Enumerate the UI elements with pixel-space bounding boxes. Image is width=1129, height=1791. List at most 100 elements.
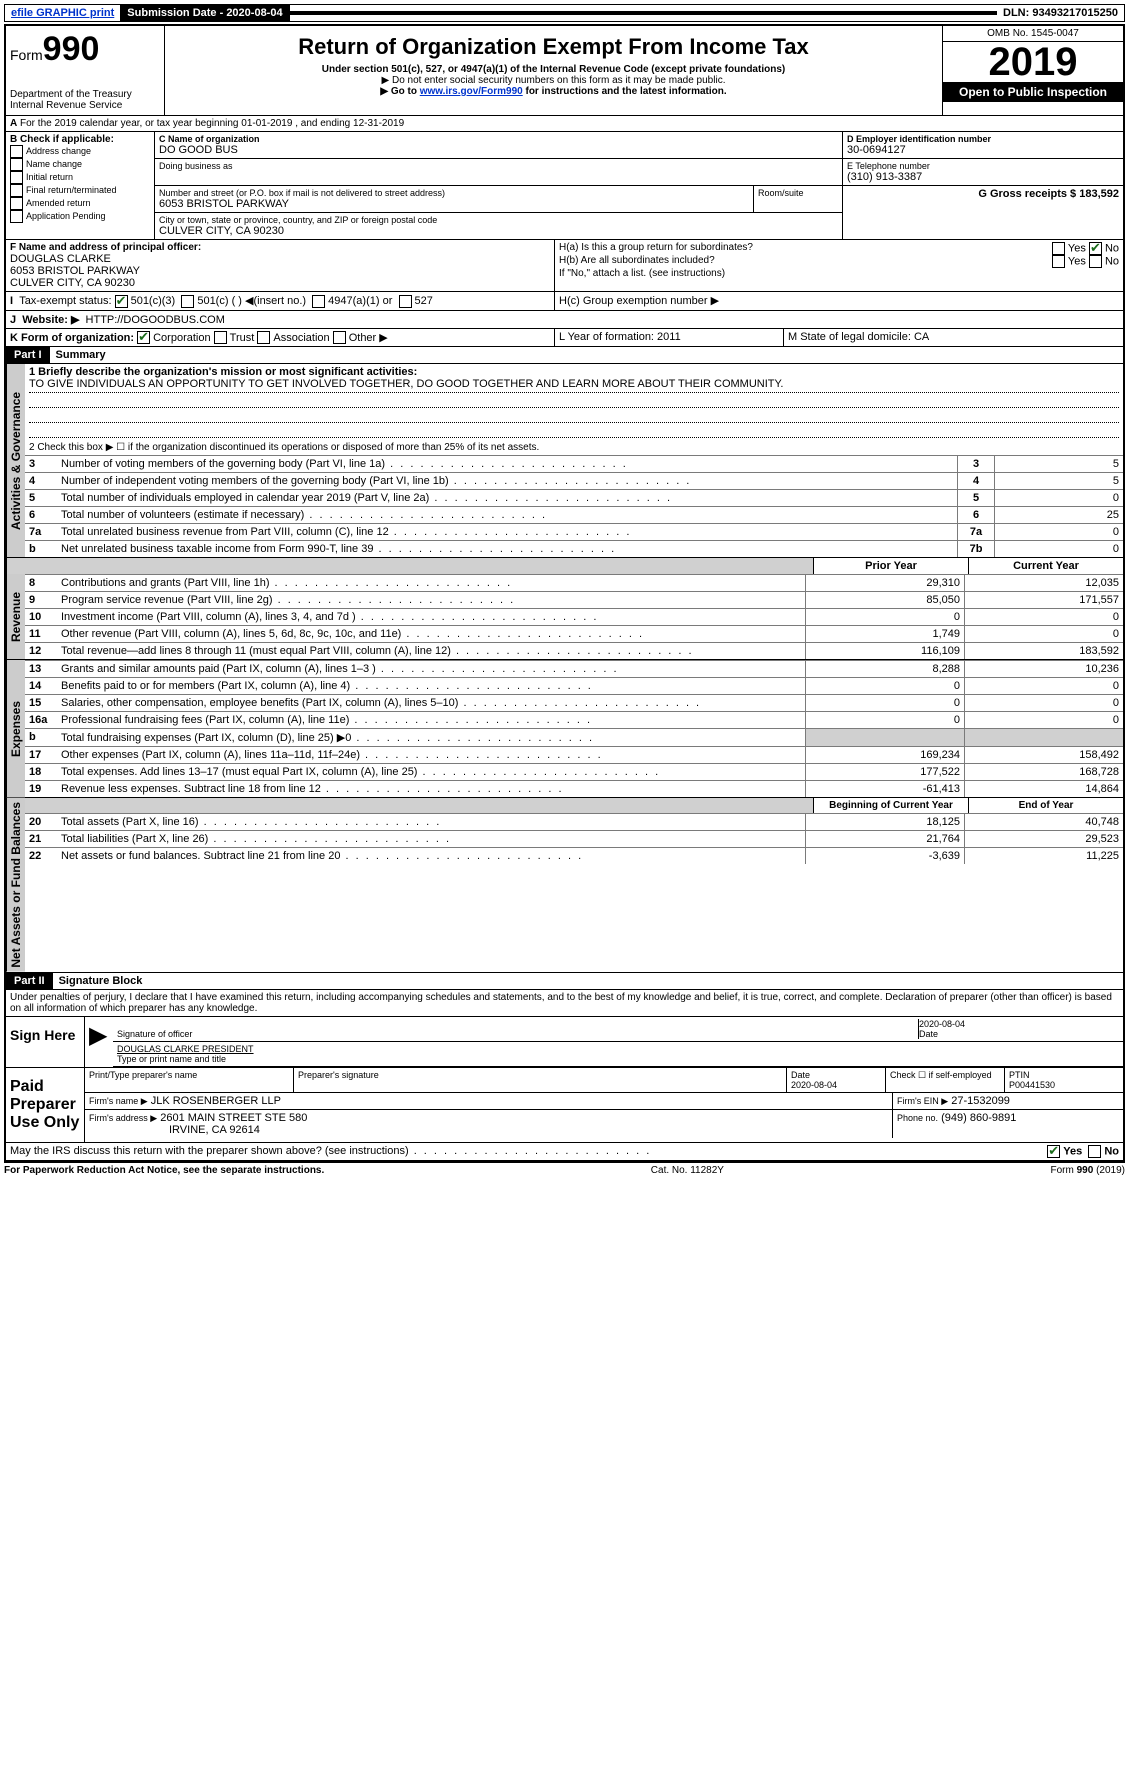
city-state-zip: CULVER CITY, CA 90230 <box>159 225 838 237</box>
sig-officer-label: Signature of officer <box>117 1019 918 1039</box>
trust-checkbox[interactable] <box>214 331 227 344</box>
sig-date: 2020-08-04Date <box>918 1019 1119 1039</box>
form-container: Form990 Department of the Treasury Inter… <box>4 24 1125 1162</box>
paid-preparer-section: Paid Preparer Use Only Print/Type prepar… <box>6 1067 1123 1142</box>
ein: 30-0694127 <box>847 144 1119 156</box>
h-section: H(a) Is this a group return for subordin… <box>554 240 1123 291</box>
hb-no-checkbox[interactable] <box>1089 255 1102 268</box>
assoc-checkbox[interactable] <box>257 331 270 344</box>
phone-cell: E Telephone number (310) 913-3387 <box>843 159 1123 186</box>
officer-addr1: 6053 BRISTOL PARKWAY <box>10 265 550 277</box>
jurat-text: Under penalties of perjury, I declare th… <box>6 989 1123 1016</box>
form990-link[interactable]: www.irs.gov/Form990 <box>420 86 523 97</box>
part2-title: Signature Block <box>53 973 149 989</box>
tax-exempt-status: I Tax-exempt status: 501(c)(3) 501(c) ( … <box>6 292 554 310</box>
paperwork-notice: For Paperwork Reduction Act Notice, see … <box>4 1165 324 1176</box>
part1-badge: Part I <box>6 347 50 363</box>
tax-year-range: A For the 2019 calendar year, or tax yea… <box>6 116 1123 131</box>
expenses-sidelabel: Expenses <box>6 660 25 797</box>
initial-return-checkbox[interactable] <box>10 171 23 184</box>
hc-label: H(c) Group exemption number ▶ <box>554 292 1123 310</box>
final-return-checkbox[interactable] <box>10 184 23 197</box>
name-change-checkbox[interactable] <box>10 158 23 171</box>
part1-title: Summary <box>50 347 112 363</box>
open-public-badge: Open to Public Inspection <box>943 82 1123 102</box>
officer-print-name: DOUGLAS CLARKE PRESIDENT Type or print n… <box>113 1042 1123 1067</box>
principal-officer: F Name and address of principal officer:… <box>6 240 554 291</box>
form-number: Form990 <box>10 30 160 69</box>
submission-date: Submission Date - 2020-08-04 <box>121 5 289 21</box>
year-formation: L Year of formation: 2011 <box>554 329 783 347</box>
sign-here-label: Sign Here <box>6 1017 84 1067</box>
end-year-hdr: End of Year <box>968 798 1123 813</box>
4947-checkbox[interactable] <box>312 295 325 308</box>
hb-yes-checkbox[interactable] <box>1052 255 1065 268</box>
table-row: 6Total number of volunteers (estimate if… <box>25 507 1123 524</box>
goto-note: ▶ Go to www.irs.gov/Form990 for instruct… <box>169 86 938 97</box>
table-row: bNet unrelated business taxable income f… <box>25 541 1123 558</box>
table-row: 20Total assets (Part X, line 16)18,12540… <box>25 814 1123 831</box>
year-header-row: Prior Year Current Year <box>6 557 1123 574</box>
beg-year-hdr: Beginning of Current Year <box>813 798 968 813</box>
prior-year-hdr: Prior Year <box>813 558 968 574</box>
prep-name-cell: Print/Type preparer's name <box>85 1068 294 1092</box>
501c-checkbox[interactable] <box>181 295 194 308</box>
527-checkbox[interactable] <box>399 295 412 308</box>
city-cell: City or town, state or province, country… <box>155 213 842 239</box>
section-i: I Tax-exempt status: 501(c)(3) 501(c) ( … <box>6 291 1123 310</box>
table-row: 16aProfessional fundraising fees (Part I… <box>25 712 1123 729</box>
org-name-cell: C Name of organization DO GOOD BUS <box>155 132 842 159</box>
q1: 1 Briefly describe the organization's mi… <box>25 364 1123 440</box>
discuss-yes-checkbox[interactable] <box>1047 1145 1060 1158</box>
gross-receipts: G Gross receipts $ 183,592 <box>843 186 1123 202</box>
ha-no-checkbox[interactable] <box>1089 242 1102 255</box>
other-checkbox[interactable] <box>333 331 346 344</box>
table-row: 4Number of independent voting members of… <box>25 473 1123 490</box>
table-row: 8Contributions and grants (Part VIII, li… <box>25 575 1123 592</box>
table-row: 17Other expenses (Part IX, column (A), l… <box>25 747 1123 764</box>
current-year-hdr: Current Year <box>968 558 1123 574</box>
form-of-org: K Form of organization: Corporation Trus… <box>6 329 554 347</box>
check-applicable: B Check if applicable: Address change Na… <box>6 132 155 239</box>
address-change-checkbox[interactable] <box>10 145 23 158</box>
table-row: 21Total liabilities (Part X, line 26)21,… <box>25 831 1123 848</box>
firm-phone-cell: Phone no. (949) 860-9891 <box>893 1110 1123 1138</box>
hb-note: If "No," attach a list. (see instruction… <box>559 268 1119 279</box>
ein-cell: D Employer identification number 30-0694… <box>843 132 1123 159</box>
governance-block: Activities & Governance 1 Briefly descri… <box>6 363 1123 557</box>
blank-side <box>6 558 25 574</box>
discuss-no-checkbox[interactable] <box>1088 1145 1101 1158</box>
form-version: Form 990 (2019) <box>1051 1165 1125 1176</box>
section-bg: B Check if applicable: Address change Na… <box>6 131 1123 239</box>
discuss-row: May the IRS discuss this return with the… <box>6 1142 1123 1160</box>
sign-here-section: Sign Here ▶ Signature of officer 2020-08… <box>6 1016 1123 1067</box>
table-row: 11Other revenue (Part VIII, column (A), … <box>25 626 1123 643</box>
dln: DLN: 93493217015250 <box>997 5 1124 21</box>
street-address: 6053 BRISTOL PARKWAY <box>159 198 749 210</box>
application-pending-checkbox[interactable] <box>10 210 23 223</box>
q2: 2 Check this box ▶ ☐ if the organization… <box>25 440 1123 455</box>
efile-link[interactable]: efile GRAPHIC print <box>5 5 121 21</box>
table-row: 15Salaries, other compensation, employee… <box>25 695 1123 712</box>
blackbar <box>290 11 997 15</box>
table-row: 5Total number of individuals employed in… <box>25 490 1123 507</box>
state-domicile: M State of legal domicile: CA <box>783 329 1123 347</box>
firm-name-cell: Firm's name ▶ JLK ROSENBERGER LLP <box>85 1093 893 1109</box>
org-name: DO GOOD BUS <box>159 144 838 156</box>
part1-header: Part I Summary <box>6 346 1123 363</box>
officer-name: DOUGLAS CLARKE <box>10 253 550 265</box>
firm-addr-cell: Firm's address ▶ 2601 MAIN STREET STE 58… <box>85 1110 893 1138</box>
firm-ein-cell: Firm's EIN ▶ 27-1532099 <box>893 1093 1123 1109</box>
netassets-header-row: Net Assets or Fund Balances Beginning of… <box>6 797 1123 972</box>
hb-label: H(b) Are all subordinates included? <box>559 255 715 268</box>
officer-addr2: CULVER CITY, CA 90230 <box>10 277 550 289</box>
ha-yes-checkbox[interactable] <box>1052 242 1065 255</box>
dept-treasury: Department of the Treasury Internal Reve… <box>10 89 160 111</box>
table-row: 9Program service revenue (Part VIII, lin… <box>25 592 1123 609</box>
amended-return-checkbox[interactable] <box>10 197 23 210</box>
501c3-checkbox[interactable] <box>115 295 128 308</box>
telephone: (310) 913-3387 <box>847 171 1119 183</box>
corp-checkbox[interactable] <box>137 331 150 344</box>
governance-sidelabel: Activities & Governance <box>6 364 25 557</box>
website-label: Website: ▶ <box>22 314 79 326</box>
